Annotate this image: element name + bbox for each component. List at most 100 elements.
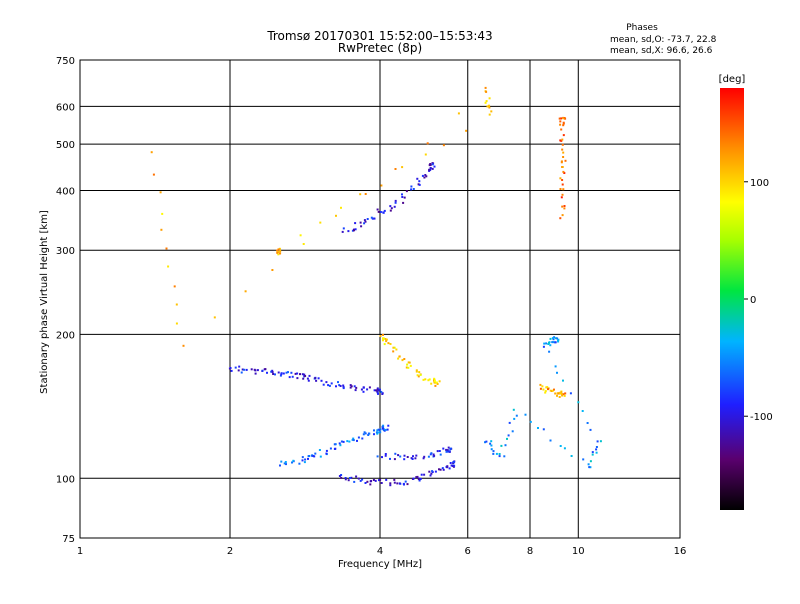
data-point bbox=[355, 386, 358, 389]
data-point bbox=[537, 427, 539, 429]
data-point bbox=[384, 454, 387, 457]
y-tick-label: 100 bbox=[56, 474, 75, 485]
data-point bbox=[484, 86, 487, 89]
data-point bbox=[554, 365, 557, 368]
data-point bbox=[560, 390, 563, 393]
data-point bbox=[429, 453, 432, 456]
data-point bbox=[419, 373, 422, 376]
data-point bbox=[382, 339, 384, 342]
data-point bbox=[241, 368, 244, 371]
data-point bbox=[561, 166, 564, 168]
data-point bbox=[274, 373, 276, 376]
data-point bbox=[256, 369, 259, 372]
data-point bbox=[416, 177, 419, 180]
data-point bbox=[354, 389, 357, 392]
data-point bbox=[559, 177, 562, 180]
data-point bbox=[559, 392, 562, 395]
data-point bbox=[529, 420, 532, 423]
data-point bbox=[383, 209, 386, 212]
data-point bbox=[376, 390, 379, 393]
data-point bbox=[558, 392, 561, 395]
data-point bbox=[428, 470, 431, 473]
data-point bbox=[277, 251, 280, 253]
data-point bbox=[396, 482, 399, 485]
data-point bbox=[319, 221, 322, 224]
data-point bbox=[337, 381, 339, 384]
data-point bbox=[302, 377, 305, 380]
data-point bbox=[554, 337, 557, 340]
data-point bbox=[182, 344, 185, 347]
data-point bbox=[375, 431, 378, 434]
data-point bbox=[349, 386, 352, 389]
data-point bbox=[560, 117, 562, 120]
data-point bbox=[350, 476, 353, 479]
data-point bbox=[542, 428, 545, 431]
data-point bbox=[383, 343, 386, 346]
data-point bbox=[412, 455, 414, 458]
data-point bbox=[511, 430, 514, 433]
data-point bbox=[402, 482, 405, 485]
data-point bbox=[415, 370, 418, 373]
data-point bbox=[378, 428, 381, 431]
data-point bbox=[229, 367, 232, 369]
data-point bbox=[250, 368, 253, 371]
data-point bbox=[564, 117, 567, 120]
data-point bbox=[430, 452, 433, 455]
data-point bbox=[562, 151, 565, 154]
data-point bbox=[376, 432, 379, 435]
data-point bbox=[280, 460, 283, 463]
data-point bbox=[379, 211, 382, 213]
data-point bbox=[432, 453, 435, 456]
data-point bbox=[380, 482, 383, 484]
data-point bbox=[423, 176, 426, 179]
data-point bbox=[407, 366, 410, 369]
data-point bbox=[393, 458, 396, 461]
x-tick-label: 10 bbox=[572, 546, 585, 557]
data-point bbox=[490, 448, 493, 451]
data-point bbox=[150, 151, 153, 154]
data-point bbox=[436, 383, 439, 385]
data-point bbox=[327, 384, 330, 387]
data-point bbox=[421, 174, 424, 177]
data-point bbox=[416, 475, 419, 478]
data-point bbox=[551, 337, 554, 340]
data-point bbox=[264, 368, 267, 371]
data-point bbox=[389, 484, 392, 487]
data-point bbox=[379, 478, 382, 481]
data-point bbox=[379, 388, 381, 391]
data-point bbox=[547, 388, 549, 391]
data-point bbox=[261, 369, 264, 372]
data-point bbox=[447, 450, 450, 453]
data-point bbox=[404, 480, 407, 483]
data-point bbox=[434, 384, 437, 387]
data-point bbox=[558, 396, 561, 398]
data-point bbox=[342, 227, 345, 230]
data-point bbox=[408, 361, 411, 364]
data-point bbox=[586, 422, 589, 424]
data-point bbox=[401, 193, 403, 196]
data-point bbox=[351, 229, 354, 232]
data-point bbox=[280, 372, 283, 375]
data-point bbox=[381, 392, 384, 395]
data-point bbox=[284, 461, 287, 463]
data-point bbox=[377, 392, 379, 395]
data-point bbox=[279, 252, 282, 255]
data-point bbox=[548, 341, 550, 344]
data-point bbox=[328, 384, 331, 387]
data-point bbox=[152, 173, 155, 176]
data-point bbox=[416, 374, 419, 377]
stats-o-line: mean, sd,O: -73.7, 22.8 bbox=[610, 35, 717, 45]
data-point bbox=[381, 427, 384, 430]
data-point bbox=[449, 447, 452, 450]
data-point bbox=[340, 206, 342, 209]
data-point bbox=[385, 338, 388, 341]
data-point bbox=[562, 124, 565, 127]
data-point bbox=[434, 470, 437, 473]
data-point bbox=[307, 457, 309, 460]
data-point bbox=[492, 450, 495, 453]
data-point bbox=[298, 462, 301, 465]
data-point bbox=[364, 220, 367, 223]
data-point bbox=[294, 372, 297, 375]
data-point bbox=[561, 214, 564, 217]
data-point bbox=[363, 431, 366, 434]
